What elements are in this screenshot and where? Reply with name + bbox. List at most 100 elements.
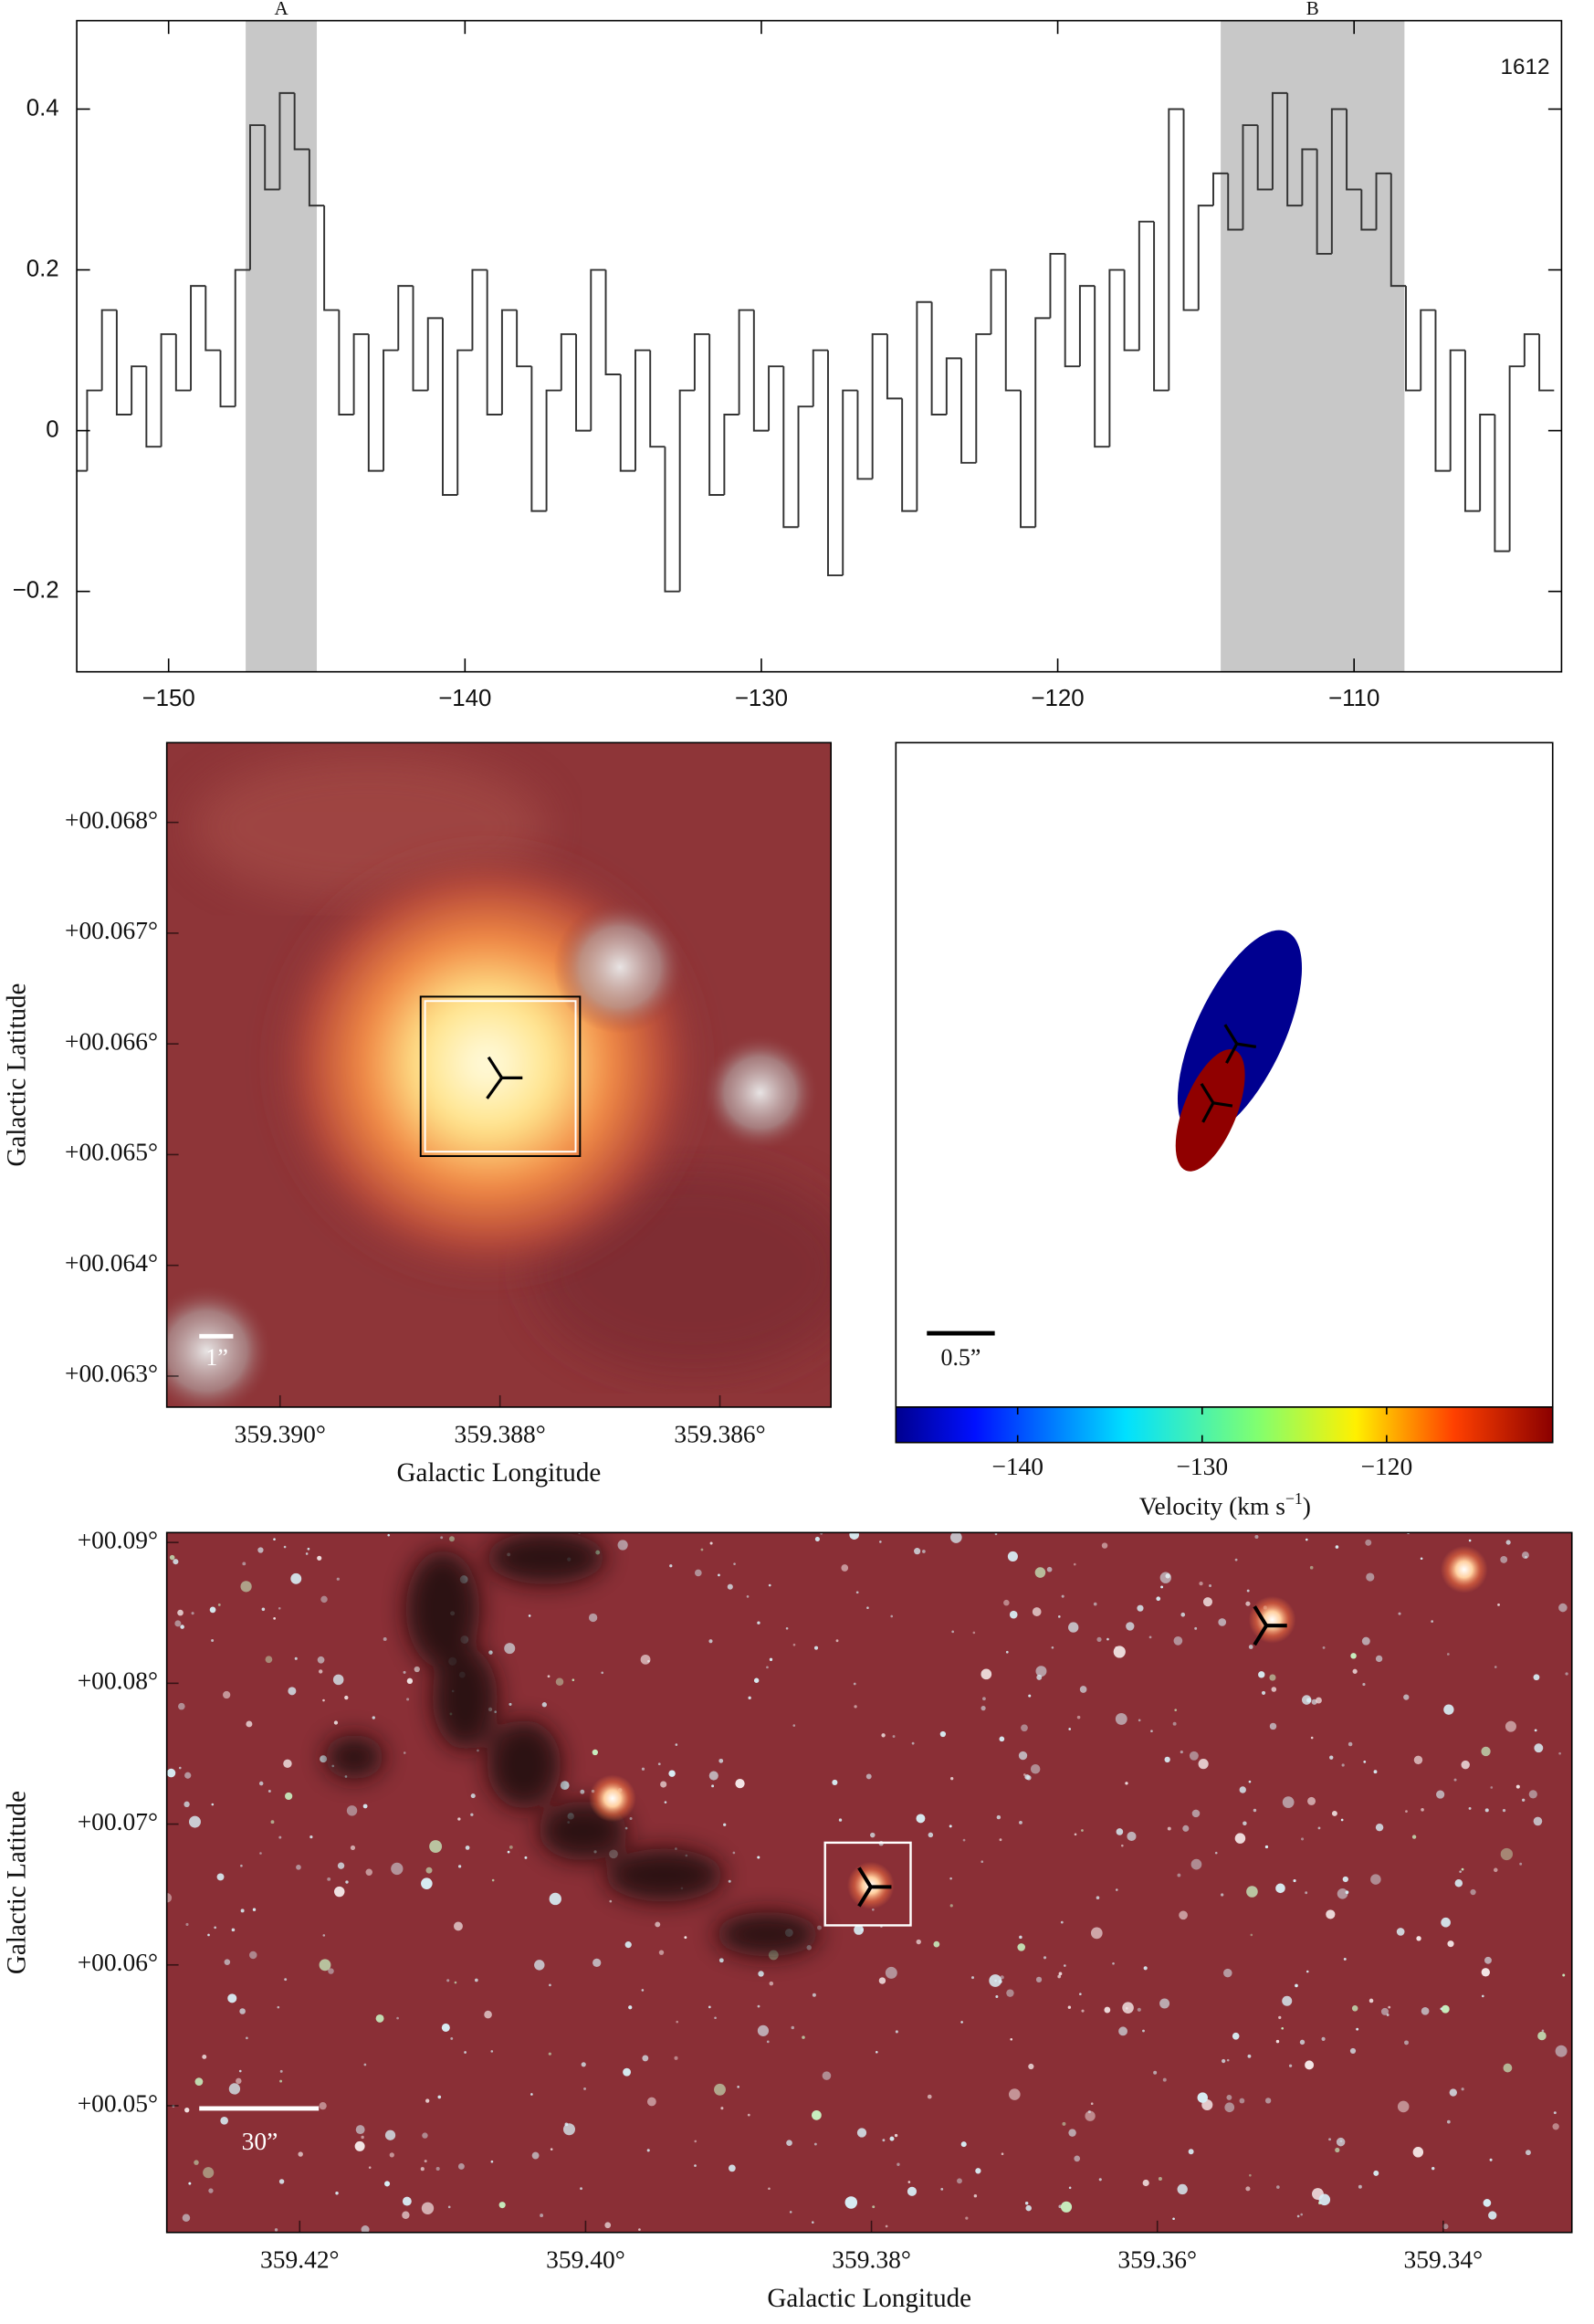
star bbox=[1264, 2098, 1272, 2104]
star bbox=[1488, 2211, 1497, 2220]
star bbox=[982, 1697, 986, 1701]
step bbox=[1449, 349, 1465, 471]
star bbox=[1276, 2185, 1280, 2189]
tri-star bbox=[1200, 1082, 1233, 1123]
star bbox=[279, 2069, 283, 2073]
star bbox=[1553, 2111, 1557, 2115]
star bbox=[509, 1702, 512, 1706]
step bbox=[174, 333, 192, 392]
star bbox=[714, 2083, 726, 2096]
star bbox=[273, 1616, 276, 1620]
star bbox=[811, 2221, 814, 2224]
star bbox=[1468, 1539, 1472, 1542]
step bbox=[1360, 189, 1377, 231]
zoom-image bbox=[166, 742, 832, 1407]
star bbox=[1310, 1736, 1314, 1740]
star bbox=[835, 1639, 839, 1643]
star bbox=[350, 1845, 356, 1851]
star bbox=[528, 1614, 531, 1617]
star bbox=[1104, 2006, 1111, 2014]
star bbox=[1299, 2039, 1306, 2045]
star bbox=[865, 1773, 872, 1780]
star bbox=[1502, 1808, 1506, 1813]
star bbox=[375, 2014, 384, 2023]
star bbox=[1248, 1645, 1253, 1649]
star bbox=[1305, 2060, 1315, 2070]
star bbox=[1036, 1674, 1043, 1680]
star bbox=[174, 1620, 182, 1627]
star bbox=[327, 1877, 331, 1881]
y-tick-label: +00.067° bbox=[65, 917, 158, 944]
star bbox=[1043, 1956, 1047, 1960]
star bbox=[1085, 2110, 1096, 2121]
star bbox=[870, 1832, 876, 1838]
star bbox=[1296, 2214, 1300, 2218]
star bbox=[1243, 1821, 1247, 1825]
star bbox=[435, 2166, 440, 2172]
star bbox=[1373, 2170, 1379, 2176]
star bbox=[307, 1547, 310, 1551]
star bbox=[242, 1562, 246, 1566]
star bbox=[1153, 2070, 1158, 2075]
star bbox=[384, 2181, 391, 2187]
star bbox=[1199, 1581, 1203, 1586]
star bbox=[757, 1621, 760, 1625]
star bbox=[437, 2095, 442, 2099]
star bbox=[1271, 1687, 1277, 1692]
star bbox=[1253, 1808, 1257, 1813]
star bbox=[509, 1846, 513, 1849]
star bbox=[950, 1777, 954, 1781]
star bbox=[580, 2187, 582, 2191]
step bbox=[1078, 285, 1096, 367]
star bbox=[768, 1583, 771, 1587]
star bbox=[273, 1538, 276, 1541]
star bbox=[1301, 1695, 1312, 1705]
star bbox=[1068, 2129, 1076, 2137]
star bbox=[1180, 1750, 1183, 1754]
star bbox=[949, 1824, 952, 1828]
star bbox=[593, 1958, 602, 1968]
star bbox=[548, 2052, 551, 2056]
star bbox=[1386, 2014, 1390, 2016]
step bbox=[1301, 148, 1317, 206]
star bbox=[440, 1536, 444, 1540]
star bbox=[422, 2132, 428, 2139]
star bbox=[1341, 1763, 1345, 1767]
step bbox=[723, 414, 739, 496]
star bbox=[228, 2083, 241, 2095]
star bbox=[735, 1778, 745, 1789]
star bbox=[283, 1759, 292, 1769]
star bbox=[675, 1743, 678, 1746]
y-tick-label: −0.2 bbox=[13, 577, 59, 603]
star bbox=[854, 1924, 865, 1935]
step bbox=[1064, 253, 1080, 368]
star bbox=[562, 2123, 576, 2136]
star bbox=[1443, 1704, 1454, 1715]
star bbox=[1221, 1893, 1224, 1897]
star bbox=[1248, 1780, 1252, 1783]
step bbox=[1034, 317, 1051, 528]
star bbox=[448, 1536, 455, 1542]
star bbox=[1461, 1867, 1464, 1871]
star bbox=[832, 1779, 838, 1785]
star bbox=[1328, 2138, 1331, 2141]
star bbox=[166, 1893, 173, 1903]
x-tick-label: 359.36° bbox=[1117, 2245, 1197, 2273]
star bbox=[504, 1643, 516, 1655]
star bbox=[294, 1656, 298, 1660]
star bbox=[1058, 1615, 1061, 1618]
star bbox=[1024, 1774, 1031, 1780]
star bbox=[238, 2069, 242, 2073]
star bbox=[1533, 1674, 1540, 1681]
star bbox=[1177, 1873, 1181, 1877]
step bbox=[856, 390, 873, 480]
star bbox=[960, 2021, 963, 2024]
star bbox=[989, 1974, 1002, 1987]
step bbox=[1375, 172, 1391, 230]
star bbox=[907, 2181, 911, 2183]
star bbox=[547, 1675, 551, 1678]
star bbox=[402, 2211, 410, 2219]
star bbox=[457, 2163, 465, 2170]
star bbox=[1453, 1778, 1457, 1782]
star bbox=[695, 1569, 702, 1577]
